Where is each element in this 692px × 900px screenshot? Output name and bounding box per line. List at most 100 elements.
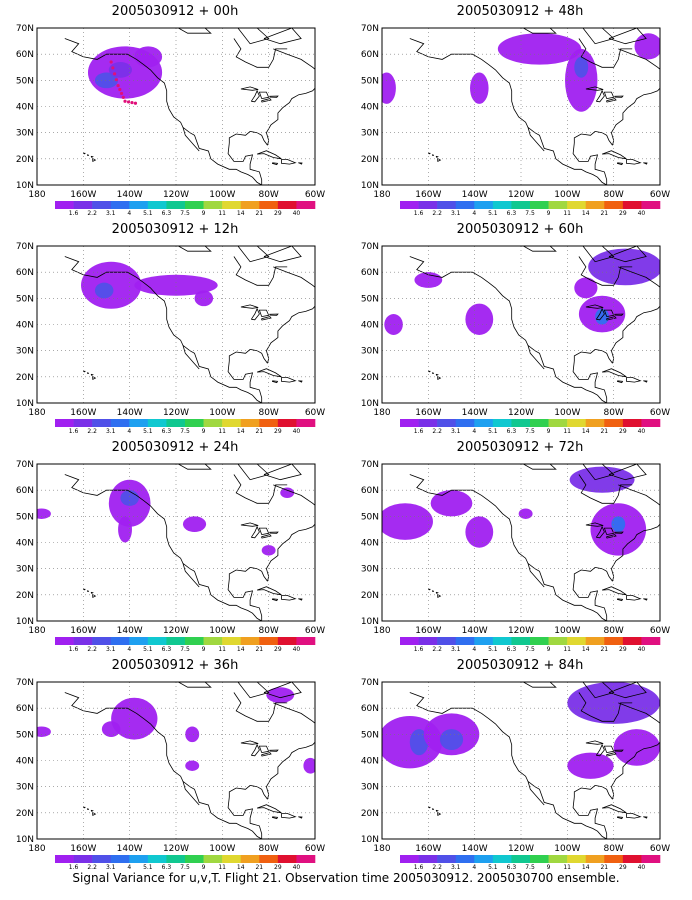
coastline — [527, 781, 545, 806]
coastline — [240, 740, 259, 745]
coastline — [595, 525, 605, 539]
plot-frame — [36, 245, 316, 404]
coastline — [64, 38, 262, 185]
colorbar-label: 21 — [600, 428, 608, 433]
coastline — [240, 86, 259, 91]
colorbar-segment — [400, 637, 419, 645]
coastline — [250, 525, 260, 539]
coastline — [601, 150, 627, 160]
colorbar-segment — [55, 855, 74, 863]
coastline — [263, 246, 302, 263]
colorbar-segment — [73, 419, 93, 427]
variance-patch — [303, 757, 315, 774]
variance-patch — [182, 516, 207, 533]
x-tick-label: 180 — [28, 408, 45, 418]
coastline — [428, 152, 431, 155]
coastline — [595, 743, 605, 757]
coastline — [92, 375, 97, 381]
colorbar-label: 9 — [202, 646, 206, 651]
colorbar-segment — [240, 855, 260, 863]
colorbar-segment — [203, 637, 223, 645]
x-tick-label: 60W — [650, 408, 670, 418]
colorbar-segment — [185, 419, 204, 427]
y-tick-label: 10N — [361, 835, 379, 845]
colorbar-segment — [240, 637, 260, 645]
colorbar-label: 40 — [293, 428, 301, 433]
colorbar-label: 7.5 — [525, 428, 535, 433]
colorbar-segment — [474, 201, 494, 209]
map-panel-24h: 2005030912 + 24h 70N 60N 50N 40N 30N 20N 10N 18… — [10, 436, 340, 651]
colorbar-segment — [296, 419, 316, 427]
variance-patch — [565, 48, 598, 112]
track-point — [130, 100, 134, 105]
coastline — [228, 784, 268, 800]
variance-patch — [574, 56, 589, 78]
colorbar-label: 7.5 — [525, 646, 535, 651]
y-tick-label: 30N — [16, 565, 34, 575]
coastline — [263, 28, 302, 45]
variance-field — [37, 479, 295, 556]
colorbar-label: 9 — [547, 646, 551, 651]
x-tick-label: 180 — [373, 408, 390, 418]
coastline — [250, 743, 260, 757]
coastline — [90, 809, 94, 812]
coastline — [64, 474, 262, 621]
coastline — [431, 372, 435, 374]
colorbar-segment — [277, 201, 297, 209]
coastlines — [64, 28, 315, 185]
colorbar-label: 9 — [202, 428, 206, 433]
colorbar-segment — [277, 855, 297, 863]
colorbar-label: 5.1 — [143, 210, 153, 215]
coastline — [601, 368, 627, 378]
colorbar-label: 7.5 — [180, 428, 190, 433]
colorbar-segment — [641, 637, 661, 645]
variance-patch — [280, 487, 295, 499]
coastline — [585, 86, 604, 91]
coastline — [273, 266, 315, 288]
y-tick-label: 70N — [16, 460, 34, 470]
coastline — [298, 598, 303, 601]
coastline — [578, 692, 633, 722]
colorbar-label: 5.1 — [488, 864, 498, 869]
coastline — [83, 152, 86, 155]
colorbar-label: 14 — [582, 646, 590, 651]
coastline — [617, 162, 624, 166]
colorbar-segment — [400, 855, 419, 863]
coastline — [585, 304, 604, 309]
y-tick-label: 20N — [361, 591, 379, 601]
colorbar-segment — [474, 419, 494, 427]
variance-patch — [569, 466, 635, 493]
coastline — [610, 305, 660, 364]
track-point — [119, 91, 124, 96]
coastline — [603, 309, 615, 317]
coastline — [258, 745, 270, 753]
colorbar-label: 9 — [202, 210, 206, 215]
map-panel-12h: 2005030912 + 12h 70N 60N 50N 40N 30N 20N 10N 18… — [10, 218, 340, 433]
coastline — [610, 741, 660, 800]
x-tick-label: 140W — [117, 408, 143, 418]
variance-patch — [409, 729, 429, 756]
x-tick-label: 160W — [70, 408, 96, 418]
track-point — [123, 99, 127, 103]
colorbar-segment — [92, 637, 112, 645]
coastline — [90, 373, 94, 376]
x-tick-label: 140W — [462, 626, 488, 636]
colorbar-label: 6.3 — [162, 646, 172, 651]
coastline — [237, 464, 270, 481]
variance-patch — [118, 516, 132, 543]
variance-patch — [567, 752, 614, 779]
x-tick-label: 160W — [70, 626, 96, 636]
colorbar-segment — [548, 637, 568, 645]
colorbar-label: 6.3 — [162, 210, 172, 215]
variance-field — [382, 33, 660, 112]
colorbar-segment — [296, 637, 316, 645]
colorbar-segment — [492, 855, 512, 863]
x-tick-label: 100W — [209, 844, 235, 854]
coastline — [572, 797, 608, 839]
variance-patch — [185, 760, 200, 771]
colorbar-label: 14 — [237, 864, 245, 869]
colorbar-segment — [567, 201, 587, 209]
x-tick-label: 80W — [603, 190, 623, 200]
colorbar-segment — [147, 855, 167, 863]
colorbar-segment — [166, 855, 186, 863]
